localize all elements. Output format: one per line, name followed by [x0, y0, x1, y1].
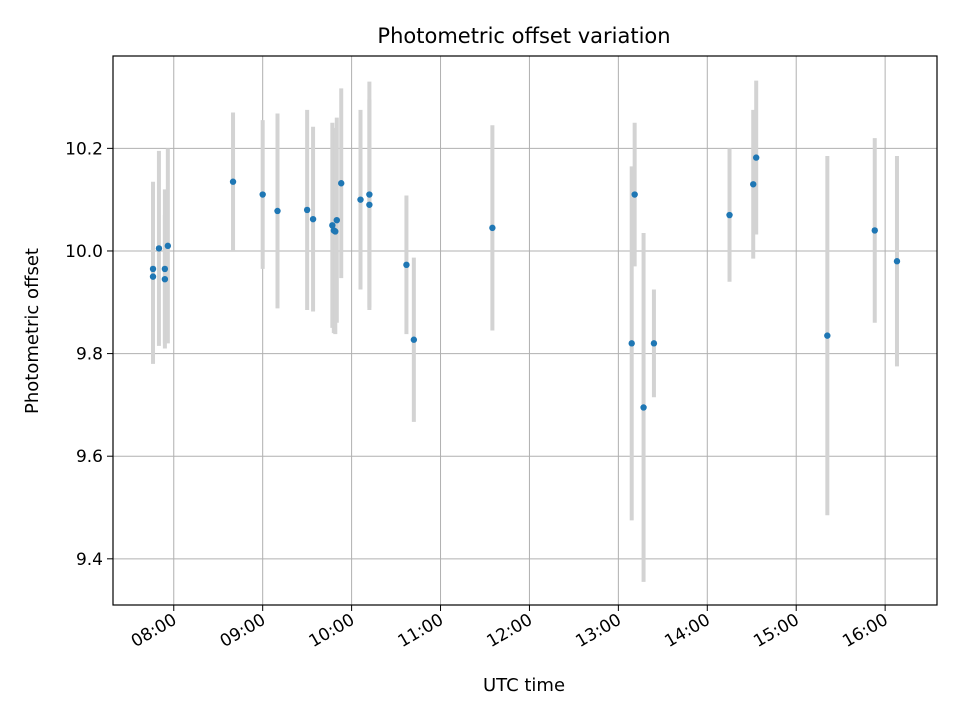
- x-axis-ticks: 08:00 09:00 10:00 11:00 12:00 13:00 14:00 15:00…: [128, 605, 892, 652]
- x-axis-label: UTC time: [483, 675, 565, 696]
- data-point: [366, 201, 373, 208]
- y-tick-label: 10.0: [65, 242, 103, 262]
- data-point: [752, 154, 760, 161]
- y-tick-label: 9.8: [76, 345, 103, 365]
- data-point: [161, 265, 169, 273]
- data-point: [357, 196, 364, 203]
- x-tick-label: 08:00: [128, 610, 180, 652]
- plot-frame: [112, 55, 938, 606]
- error-bars: [151, 80, 899, 582]
- data-point: [164, 242, 172, 250]
- data-point: [303, 206, 311, 214]
- data-point: [149, 265, 157, 273]
- data-point: [259, 191, 266, 198]
- data-points: [149, 154, 901, 411]
- data-point: [871, 227, 878, 234]
- data-point: [410, 336, 418, 343]
- data-point: [161, 275, 169, 283]
- data-point: [403, 261, 410, 269]
- data-point: [824, 332, 831, 339]
- y-axis-label: Photometric offset: [22, 248, 43, 414]
- y-axis-ticks: 9.4 9.6 9.8 10.0 10.2: [65, 139, 113, 570]
- data-point: [628, 340, 635, 347]
- y-tick-label: 10.2: [65, 139, 103, 159]
- data-point: [489, 224, 496, 232]
- data-point: [333, 216, 340, 224]
- data-point: [650, 340, 658, 347]
- data-point: [640, 404, 647, 411]
- chart-title: Photometric offset variation: [377, 24, 670, 48]
- data-point: [750, 181, 757, 188]
- x-tick-label: 12:00: [484, 610, 536, 652]
- x-tick-label: 14:00: [661, 610, 713, 652]
- data-point: [366, 191, 373, 198]
- x-tick-label: 15:00: [750, 610, 802, 652]
- data-point: [893, 258, 901, 265]
- data-point: [149, 273, 157, 280]
- y-tick-label: 9.6: [76, 447, 103, 467]
- data-point: [631, 191, 638, 198]
- x-tick-label: 10:00: [306, 610, 358, 652]
- data-point: [338, 180, 345, 187]
- x-tick-label: 11:00: [395, 610, 447, 652]
- y-tick-label: 9.4: [76, 550, 103, 570]
- data-point: [274, 207, 281, 215]
- data-point: [726, 211, 733, 219]
- data-point: [329, 222, 336, 229]
- x-tick-label: 09:00: [217, 610, 269, 652]
- data-point: [309, 215, 317, 223]
- data-point: [229, 178, 237, 185]
- grid: [113, 56, 937, 605]
- x-tick-label: 13:00: [572, 610, 624, 652]
- data-point: [332, 228, 339, 235]
- x-tick-label: 16:00: [839, 610, 891, 652]
- data-point: [155, 245, 163, 252]
